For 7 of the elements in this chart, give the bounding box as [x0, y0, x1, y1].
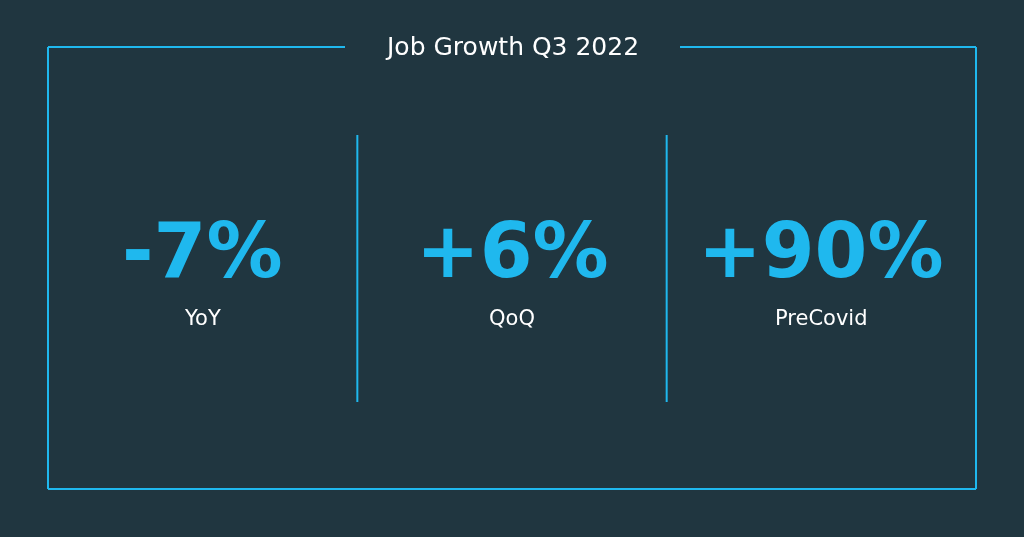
- category-label: PreCovid: [775, 306, 868, 330]
- data-label: -7%: [122, 206, 283, 295]
- data-label: +90%: [698, 206, 944, 295]
- data-label: +6%: [416, 206, 609, 295]
- category-label: QoQ: [489, 306, 535, 330]
- category-label: YoY: [184, 306, 221, 330]
- text: Job Growth Q3 2022: [385, 32, 640, 61]
